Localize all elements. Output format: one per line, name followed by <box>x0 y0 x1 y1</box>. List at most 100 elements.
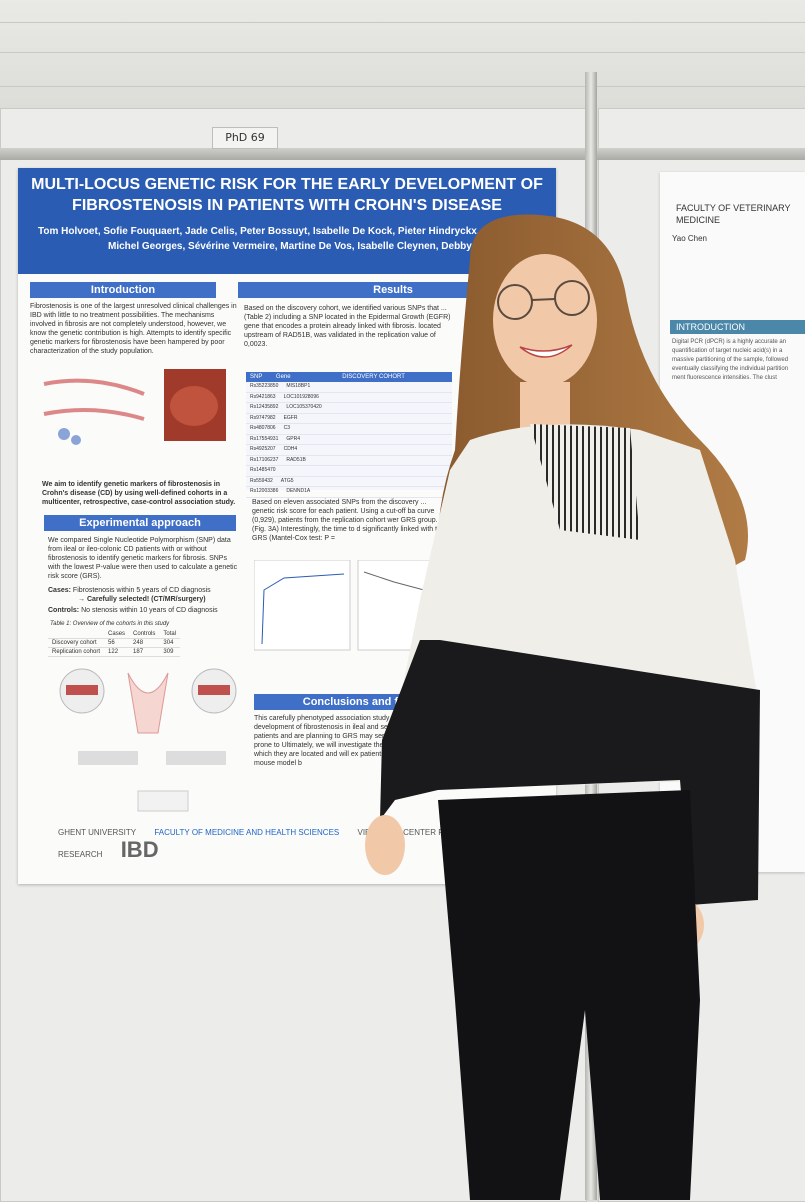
snp-gene: ATG5 <box>280 477 294 484</box>
fibrosis-figure <box>43 369 226 445</box>
snp-header: Gene <box>275 374 291 380</box>
board-rail <box>0 148 805 160</box>
table-cell: 309 <box>159 647 181 657</box>
experimental-text: We compared Single Nucleotide Polymorphi… <box>48 537 238 580</box>
snp-id: Rs1485470 <box>250 467 276 473</box>
face <box>493 254 597 386</box>
snp-gene: C3 <box>283 425 290 431</box>
snp-header: SNP <box>250 374 263 380</box>
cases-row: Cases: Fibrostenosis within 5 years of C… <box>48 586 240 604</box>
poster-title: MULTI-LOCUS GENETIC RISK FOR THE EARLY D… <box>31 176 543 214</box>
snp-id: Rs17554931 <box>250 435 279 442</box>
section-experimental: Experimental approach <box>44 515 236 531</box>
snp-id: Rs9421863 <box>250 393 276 400</box>
controls-label: Controls: <box>48 607 80 614</box>
experimental-diagram <box>59 668 237 812</box>
snp-table-row: Rs4925207 CDH4 <box>246 445 452 456</box>
ceiling-tile-line <box>0 22 805 23</box>
section-introduction: Introduction <box>30 282 216 298</box>
snp-id: Rs35223850 <box>250 383 279 389</box>
table-cell: Discovery cohort <box>48 638 105 648</box>
authors-line-1: Tom Holvoet, Sofie Fouquaert, Jade Celis… <box>38 226 523 237</box>
poster2-intro-text: Digital PCR (dPCR) is a highly accurate … <box>672 339 789 381</box>
cohort-table-caption: Table 1: Overview of the cohorts in this… <box>50 621 170 627</box>
logo-ibd: IBD <box>120 837 159 862</box>
neck <box>520 382 570 428</box>
logo-faculty-medicine: FACULTY OF MEDICINE AND HEALTH SCIENCES <box>154 828 340 837</box>
poster-number-tag: PhD 69 <box>212 127 278 149</box>
faculty-logo: FACULTY OF VETERINARY MEDICINE <box>676 203 791 225</box>
cases-sub: → Carefully selected! (CT/MR/surgery) <box>78 596 206 603</box>
snp-table-row: Rs35223850 MIS18BP1 <box>246 382 452 393</box>
aim-text: We aim to identify genetic markers of fi… <box>42 481 236 506</box>
snp-id: Rs559432 <box>250 477 273 484</box>
controls-text: No stenosis within 10 years of CD diagno… <box>81 607 218 614</box>
table-header: Cases <box>104 630 130 639</box>
cases-label: Cases: <box>48 587 71 594</box>
snp-id: Rs4807806 <box>250 425 276 431</box>
table-header: Total <box>159 630 181 639</box>
snp-rows: Rs35223850 MIS18BP1 Rs9421863 LOC101928096 R… <box>246 382 452 498</box>
snp-table-row: Rs17554931 GPR4 <box>246 435 452 445</box>
snp-gene: LOC101928096 <box>283 393 319 400</box>
poster-authors: Tom Holvoet, Sofie Fouquaert, Jade Celis… <box>38 224 553 254</box>
sweater-black <box>380 640 760 905</box>
snp-id: Rs17106237 <box>250 456 279 463</box>
snp-table-row: Rs9421863 LOC101928096 <box>246 393 452 403</box>
conclusion-text: This carefully phenotyped association st… <box>254 715 451 767</box>
snp-table-row: Rs4807806 C3 <box>246 424 452 435</box>
logo-ghent: GHENT UNIVERSITY <box>58 828 137 837</box>
sweater-stripes <box>530 424 640 540</box>
snp-table-row: Rs9747982 EGFR <box>246 414 452 424</box>
snp-table: SNP Gene DISCOVERY COHORT Rs35223850 MIS1… <box>246 372 452 498</box>
poster2-author: Yao Chen <box>672 234 707 243</box>
snp-table-row: Rs12003386 DENND1A <box>246 487 452 498</box>
table-header-row: Cases Controls Total <box>48 630 181 639</box>
glasses <box>497 280 590 320</box>
snp-gene: MIS18BP1 <box>286 383 311 389</box>
controls-row: Controls: No stenosis within 10 years of… <box>48 606 240 615</box>
intro-text: Fibrostenosis is one of the largest unre… <box>30 303 237 355</box>
snp-table-row: Rs559432 ATG5 <box>246 477 452 487</box>
ceiling-tile-line <box>0 52 805 53</box>
table-header: Controls <box>129 630 160 639</box>
table-cell: 122 <box>104 647 130 657</box>
table-cell: 187 <box>129 647 160 657</box>
snp-id: Rs12003386 <box>250 488 279 494</box>
results-text: Based on the discovery cohort, we identi… <box>244 305 451 348</box>
snp-id: Rs9747982 <box>250 414 276 421</box>
poster2-introduction: INTRODUCTION <box>670 320 805 334</box>
snp-table-row: Rs12435892 LOC105370420 <box>246 403 452 414</box>
snp-id: Rs4925207 <box>250 446 276 452</box>
ceiling <box>0 0 805 110</box>
black-jeans <box>438 790 700 1200</box>
poster-header: MULTI-LOCUS GENETIC RISK FOR THE EARLY D… <box>18 168 556 274</box>
authors-line-2: Michel Georges, Sévérine Vermeire, Marti… <box>108 241 516 252</box>
snp-gene: EGFR <box>283 414 298 421</box>
table-cell: 56 <box>104 638 130 648</box>
snp-gene: DENND1A <box>286 488 311 494</box>
snp-id: Rs12435892 <box>250 404 279 410</box>
logo-row: GHENT UNIVERSITY FACULTY OF MEDICINE AND… <box>58 828 556 863</box>
table-cell: Replication cohort <box>48 647 105 657</box>
left-hand <box>365 815 405 875</box>
snp-header: DISCOVERY COHORT <box>342 374 405 380</box>
logo-vib: VIB-UGENT CENTER FOR INFLAMMATION RESEAR… <box>58 828 518 859</box>
snp-gene: CDH4 <box>283 446 298 452</box>
snp-table-row: Rs1485470 <box>246 466 452 477</box>
cases-text: Fibrostenosis within 5 years of CD diagn… <box>72 587 211 594</box>
smile <box>519 344 573 358</box>
snp-gene: LOC105370420 <box>286 404 322 410</box>
table-cell: 248 <box>129 638 160 648</box>
results-text-2: Based on eleven associated SNPs from the… <box>252 499 445 542</box>
snp-gene: GPR4 <box>286 435 300 442</box>
table-cell: 304 <box>159 638 181 648</box>
snp-table-header: SNP Gene DISCOVERY COHORT <box>246 372 452 382</box>
snp-gene: RAD51B <box>286 456 306 463</box>
cohort-table: Cases Controls Total Discovery cohort 56… <box>48 630 181 657</box>
table-row: Replication cohort 122 187 309 <box>48 647 181 657</box>
table-header <box>48 630 105 639</box>
table-row: Discovery cohort 56 248 304 <box>48 638 181 648</box>
snp-table-row: Rs17106237 RAD51B <box>246 456 452 466</box>
